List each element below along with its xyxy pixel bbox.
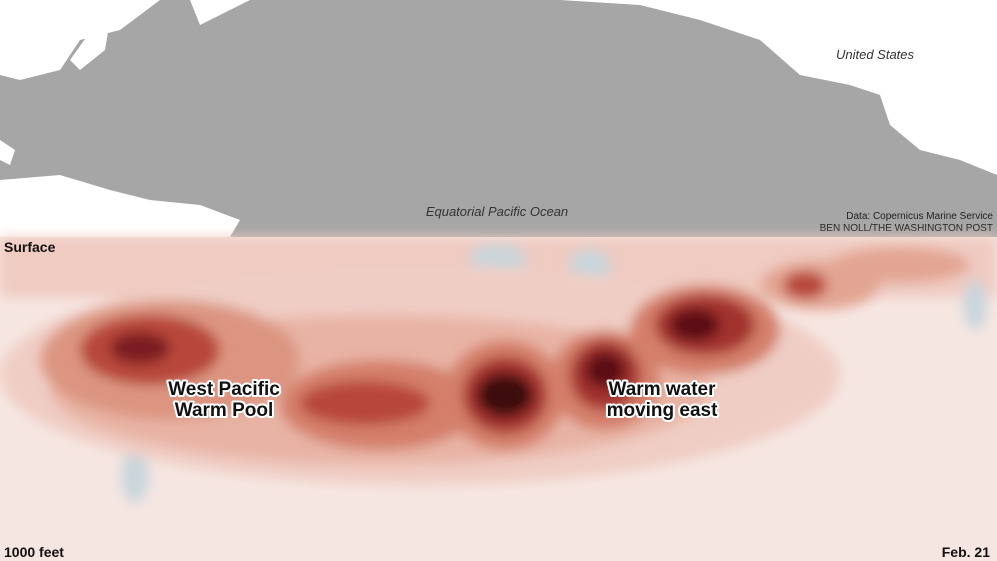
ocean-label: Equatorial Pacific Ocean [426, 204, 568, 219]
anomaly-6 [477, 373, 533, 417]
annotation-line: Warm water [609, 379, 717, 400]
japan [70, 20, 110, 70]
anomaly-4 [300, 381, 430, 425]
land [0, 0, 997, 237]
north-america [560, 0, 997, 150]
annotation-line: West Pacific [168, 379, 280, 400]
cool-patch [121, 447, 149, 503]
kamchatka [190, 0, 250, 25]
anomaly-3 [830, 247, 970, 283]
depth-label: 1000 feet [4, 544, 64, 560]
annotation-line: Warm Pool [175, 400, 274, 421]
surface-label: Surface [4, 239, 56, 255]
annotation-line: moving east [607, 400, 719, 421]
anomaly-4 [783, 271, 827, 299]
mexico [880, 95, 997, 175]
date-label: Feb. 21 [942, 544, 990, 560]
source-credit: Data: Copernicus Marine Service [846, 211, 993, 222]
asia [0, 0, 160, 80]
temperature-field [0, 237, 997, 503]
indonesia [0, 175, 240, 237]
country-label: United States [836, 47, 915, 62]
anomaly-5 [110, 332, 170, 364]
anomaly-6 [585, 352, 625, 388]
philippines [0, 140, 15, 165]
byline: BEN NOLL/THE WASHINGTON POST [820, 223, 993, 234]
anomaly-6 [670, 309, 720, 341]
cool-patch [963, 280, 987, 330]
